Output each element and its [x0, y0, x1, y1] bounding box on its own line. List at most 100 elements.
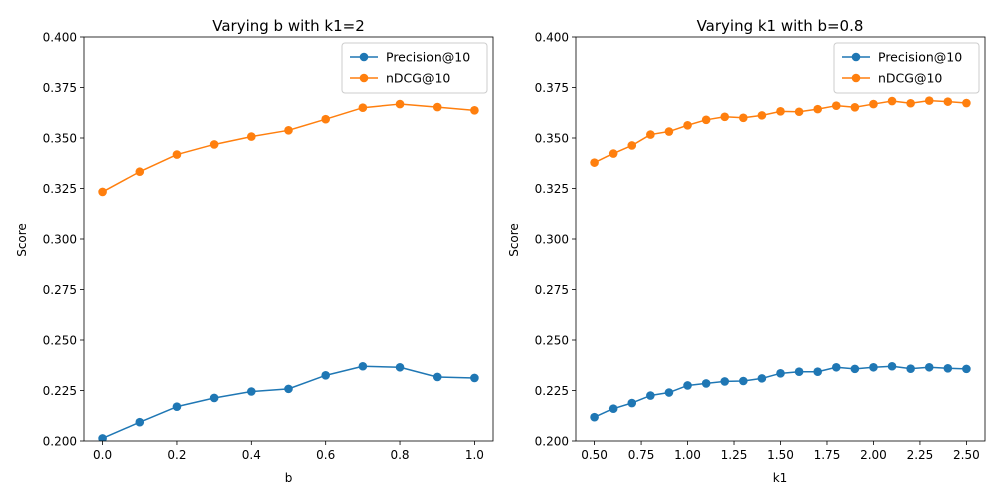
data-point: [887, 96, 897, 106]
data-point: [247, 132, 256, 141]
x-tick-label: 0.6: [316, 448, 335, 462]
y-axis-label: Score: [15, 223, 29, 257]
data-point: [943, 363, 953, 373]
subplot-varying-k1: Varying k1 with b=0.8 k1 Score 0.50 0.75 1…: [507, 17, 986, 485]
y-tick-label: 0.325: [43, 182, 77, 196]
data-point: [284, 384, 293, 394]
data-point: [432, 372, 442, 382]
x-tick-label: 2.25: [907, 448, 934, 462]
data-point: [98, 187, 107, 197]
data-point: [664, 388, 674, 397]
x-tick-label: 0.50: [581, 448, 608, 462]
chart-title: Varying b with k1=2: [212, 17, 365, 35]
data-point: [962, 98, 971, 108]
x-tick-label: 2.00: [860, 448, 887, 462]
chart-title: Varying k1 with b=0.8: [697, 17, 864, 35]
axes-frame: [575, 36, 986, 442]
data-point: [98, 434, 107, 441]
x-tick-label: 1.00: [674, 448, 701, 462]
data-point: [720, 377, 730, 386]
data-point: [432, 102, 442, 112]
legend-label: nDCG@10: [878, 71, 942, 86]
data-point: [850, 102, 860, 112]
data-point: [720, 112, 730, 122]
axes-frame: [83, 36, 494, 442]
data-point: [906, 364, 915, 373]
y-tick-label: 0.375: [535, 81, 569, 95]
legend-marker: [851, 73, 861, 83]
data-point: [757, 374, 767, 383]
data-point: [172, 150, 182, 159]
data-point: [321, 371, 330, 380]
data-point: [395, 362, 405, 372]
y-tick-label: 0.250: [535, 333, 569, 347]
data-point: [813, 367, 822, 377]
data-point: [627, 398, 637, 408]
y-tick-label: 0.275: [43, 283, 77, 297]
tick-group: 0.50 0.75 1.00 1.25 1.50 1.75 2.00 2.25 2.50 0.20…: [535, 30, 980, 462]
data-point: [321, 114, 330, 124]
y-tick-label: 0.200: [535, 434, 569, 448]
x-tick-label: 0.8: [390, 448, 409, 462]
legend-label: Precision@10: [878, 50, 962, 65]
y-tick-label: 0.375: [43, 81, 77, 95]
y-tick-label: 0.225: [43, 384, 77, 398]
data-point: [739, 376, 748, 386]
data-point: [794, 367, 804, 377]
data-point: [869, 99, 878, 109]
data-point: [683, 120, 692, 130]
y-tick-label: 0.400: [535, 30, 569, 44]
data-point: [646, 391, 655, 400]
legend-marker: [359, 52, 369, 62]
subplot-varying-b: Varying b with k1=2 b Score 0.0 0.2 0.4 0.6…: [15, 17, 494, 485]
x-tick-label: 2.50: [953, 448, 980, 462]
legend-box: [833, 42, 980, 94]
data-point: [135, 167, 145, 177]
x-axis-label: k1: [773, 471, 788, 485]
legend: Precision@10 nDCG@10: [833, 42, 980, 94]
data-point: [470, 373, 479, 383]
data-point: [395, 99, 405, 109]
y-tick-label: 0.400: [43, 30, 77, 44]
x-tick-label: 0.4: [242, 448, 261, 462]
data-point: [869, 362, 878, 372]
y-tick-label: 0.300: [535, 232, 569, 246]
data-point: [850, 364, 860, 374]
y-tick-label: 0.225: [535, 384, 569, 398]
y-tick-label: 0.300: [43, 232, 77, 246]
data-point: [590, 412, 599, 422]
x-axis-label: b: [285, 471, 293, 485]
data-point: [664, 127, 674, 136]
x-tick-label: 0.2: [167, 448, 186, 462]
data-point: [608, 404, 618, 413]
data-point: [739, 113, 748, 123]
y-tick-label: 0.250: [43, 333, 77, 347]
series-group: [590, 96, 971, 422]
data-point: [794, 107, 804, 117]
series-line-ndcg: [102, 103, 475, 193]
legend-label: Precision@10: [386, 50, 470, 65]
x-tick-label: 1.0: [465, 448, 484, 462]
data-point: [646, 130, 655, 139]
data-point: [831, 362, 841, 372]
data-point: [887, 361, 897, 371]
data-point: [172, 402, 182, 411]
data-point: [757, 111, 767, 120]
x-tick-label: 0.75: [628, 448, 655, 462]
tick-group: 0.0 0.2 0.4 0.6 0.8 1.0 0.200 0.225 0.250 0.275 0.…: [43, 30, 484, 462]
legend: Precision@10 nDCG@10: [341, 42, 488, 94]
legend-box: [341, 42, 488, 94]
data-point: [776, 369, 785, 378]
data-point: [701, 115, 711, 125]
data-point: [813, 104, 822, 114]
data-point: [209, 393, 219, 403]
y-tick-label: 0.325: [535, 182, 569, 196]
legend-marker: [359, 73, 369, 83]
y-tick-label: 0.350: [43, 131, 77, 145]
data-point: [470, 106, 479, 115]
data-point: [284, 126, 293, 135]
data-point: [209, 140, 219, 149]
series-line-precision: [102, 365, 475, 440]
data-point: [135, 417, 145, 427]
